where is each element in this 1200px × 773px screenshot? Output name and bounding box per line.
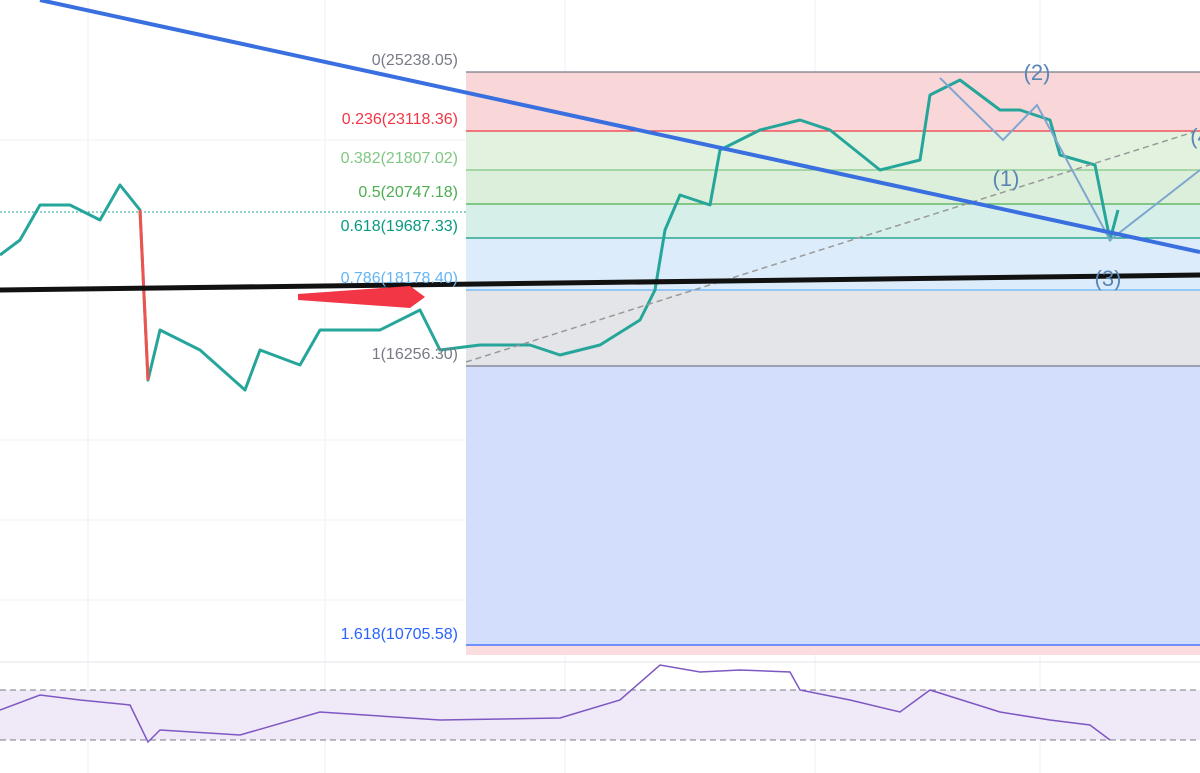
support-line [0,272,1200,293]
fib-label: 0.618(19687.33) [341,218,458,235]
fib-label: 0.786(18178.40) [341,270,458,287]
arrow [298,286,425,308]
fib-zones [466,72,1200,655]
trend-line [39,0,1200,254]
fib-label: 1(16256.30) [372,346,458,363]
wave-label: (1) [993,166,1020,191]
fib-label: 0.5(20747.18) [358,184,458,201]
trend-dashed [465,129,1200,363]
fib-label: 1.618(10705.58) [341,626,458,643]
wave-label: (2) [1024,60,1051,85]
wave-label: (3) [1095,266,1122,291]
fib-label: 0.236(23118.36) [342,111,458,128]
wave-label: (4 [1190,124,1200,149]
price-series-down [138,209,150,381]
fib-label: 0.382(21807.02) [341,150,458,167]
rsi-band [0,690,1200,740]
fib-label: 0(25238.05) [372,52,458,69]
wave-path [939,77,1200,242]
rsi-line [0,664,1111,744]
